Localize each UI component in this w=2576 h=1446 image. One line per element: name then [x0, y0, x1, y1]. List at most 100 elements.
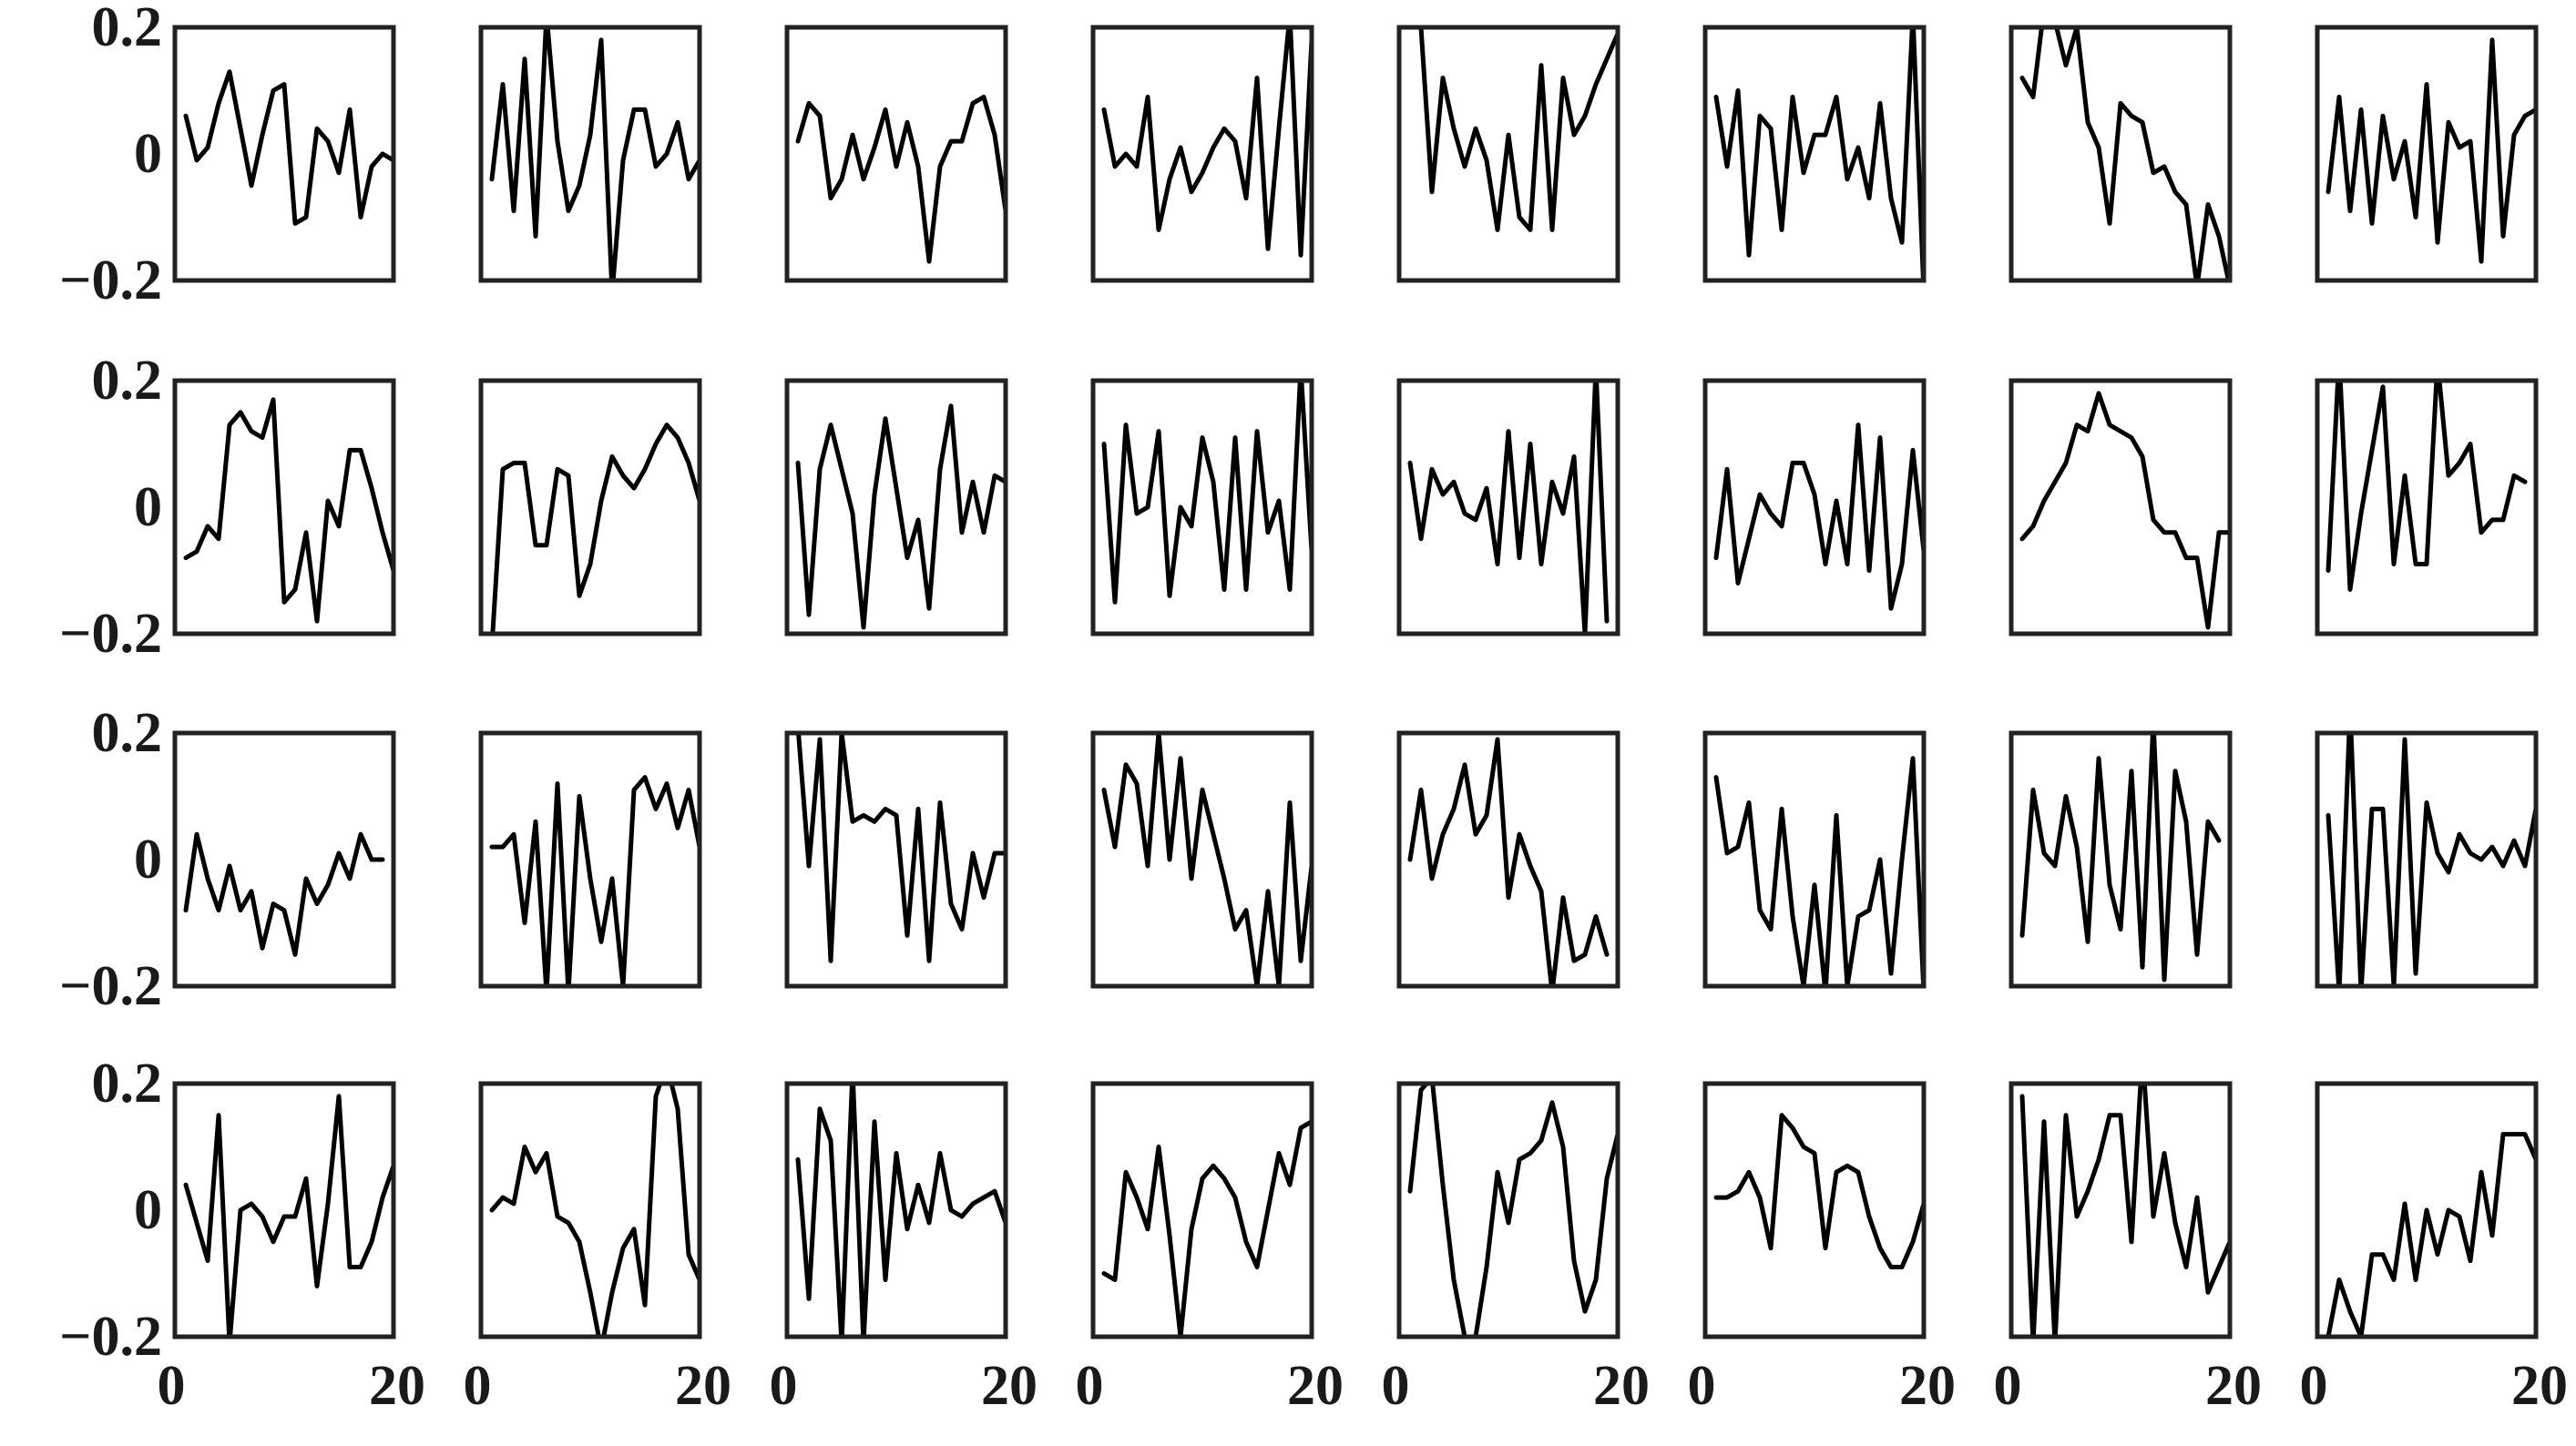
series-line — [795, 95, 1006, 264]
panel-frame — [2315, 1081, 2539, 1339]
panel-frame — [1396, 378, 1620, 636]
panel-r2-c3 — [784, 378, 1008, 636]
panel-r4-c7: 0 20 — [1994, 1081, 2262, 1417]
panel-r4-c5: 0 20 — [1382, 1081, 1650, 1417]
y-tick-label: −0.2 — [59, 249, 162, 311]
panel-r4-c4: 0 20 — [1076, 1081, 1344, 1417]
panel-frame — [1090, 25, 1314, 283]
series-line — [1417, 27, 1618, 232]
x-tick-label: 20 — [675, 1355, 731, 1417]
y-tick-label: 0 — [134, 123, 162, 185]
series-line — [489, 27, 700, 280]
y-tick-label: 0 — [134, 1179, 162, 1241]
panel-frame — [478, 730, 702, 989]
panel-frame — [1090, 1081, 1314, 1339]
series-line — [2326, 1132, 2536, 1337]
panel-r3-c6 — [1702, 730, 1927, 989]
y-tick-label: 0.2 — [92, 0, 163, 58]
panel-r3-c2 — [478, 730, 702, 989]
panel-frame — [172, 25, 396, 283]
series-line — [183, 69, 394, 226]
panel-r4-c1: 0.20−0.20 20 — [59, 1053, 425, 1417]
panel-frame — [784, 1081, 1008, 1339]
x-tick-label: 20 — [2205, 1355, 2262, 1417]
panel-frame — [2009, 25, 2233, 283]
panel-frame — [2009, 730, 2233, 989]
panel-r1-c2 — [478, 25, 702, 283]
x-tick-label: 0 — [1994, 1355, 2022, 1417]
panel-r1-c7 — [2009, 25, 2233, 283]
series-line — [183, 831, 385, 957]
y-tick-label: −0.2 — [59, 955, 162, 1017]
series-line — [1713, 756, 1924, 986]
y-tick-label: 0.2 — [92, 1053, 163, 1115]
y-tick-label: 0 — [134, 829, 162, 891]
series-line — [1407, 381, 1610, 634]
panels-layer: 0.20−0.20.20−0.20.20−0.20.20−0.20 20 0 20 0 2… — [59, 0, 2568, 1417]
panel-r4-c3: 0 20 — [770, 1081, 1038, 1417]
series-line — [490, 423, 700, 634]
panel-frame — [1396, 25, 1620, 283]
series-line — [1713, 27, 1924, 280]
x-tick-label: 0 — [2300, 1355, 2328, 1417]
series-line — [1407, 737, 1610, 986]
series-line — [489, 775, 700, 986]
panel-frame — [1702, 730, 1927, 989]
panel-frame — [1702, 378, 1927, 636]
x-tick-label: 0 — [158, 1355, 186, 1417]
panel-r4-c6: 0 20 — [1688, 1081, 1956, 1417]
panel-frame — [1396, 1081, 1620, 1339]
y-tick-label: 0.2 — [92, 702, 163, 764]
panel-r1-c6 — [1702, 25, 1927, 283]
x-tick-label: 20 — [2511, 1355, 2568, 1417]
panel-frame — [2009, 1081, 2233, 1339]
series-line — [795, 403, 1006, 630]
panel-frame — [478, 378, 702, 636]
panel-r3-c5 — [1396, 730, 1620, 989]
panel-frame — [1090, 730, 1314, 989]
panel-r4-c8: 0 20 — [2300, 1081, 2568, 1417]
series-line — [795, 1084, 1006, 1337]
panel-r2-c2 — [478, 378, 702, 636]
panel-frame — [784, 378, 1008, 636]
panel-r1-c4 — [1090, 25, 1314, 283]
panel-frame — [2315, 378, 2539, 636]
series-line — [1101, 733, 1312, 986]
panel-r2-c6 — [1702, 378, 1927, 636]
series-line — [2019, 27, 2230, 280]
panel-r3-c4 — [1090, 730, 1314, 989]
panel-frame — [1702, 25, 1927, 283]
x-tick-label: 0 — [1382, 1355, 1410, 1417]
series-line — [2326, 37, 2536, 264]
y-tick-label: −0.2 — [59, 603, 162, 665]
x-tick-label: 0 — [464, 1355, 492, 1417]
panel-r1-c5 — [1396, 25, 1620, 283]
series-line — [2019, 391, 2230, 630]
panel-frame — [2315, 730, 2539, 989]
panel-frame — [172, 378, 396, 636]
panel-r2-c8 — [2315, 378, 2539, 636]
panel-frame — [478, 1081, 702, 1339]
series-line — [1101, 1119, 1312, 1337]
series-line — [1407, 1084, 1618, 1337]
panel-r2-c1: 0.2 0 −0.2 — [59, 350, 396, 665]
series-line — [796, 733, 1006, 963]
panel-frame — [1396, 730, 1620, 989]
panel-frame — [2315, 25, 2539, 283]
y-tick-label: 0.2 — [92, 350, 163, 412]
panel-frame — [172, 1081, 396, 1339]
series-line — [2019, 1084, 2230, 1337]
panel-r4-c2: 0 20 — [464, 1081, 731, 1417]
panel-r2-c5 — [1396, 378, 1620, 636]
series-line — [1101, 27, 1312, 258]
x-tick-label: 0 — [1076, 1355, 1104, 1417]
panel-r2-c7 — [2009, 378, 2233, 636]
series-line — [1101, 381, 1312, 605]
y-tick-label: 0 — [134, 476, 162, 538]
x-tick-label: 20 — [1899, 1355, 1956, 1417]
panel-frame — [478, 25, 702, 283]
panel-r3-c1: 0.2 0 −0.2 — [59, 702, 396, 1017]
x-tick-label: 20 — [1287, 1355, 1344, 1417]
panel-frame — [784, 730, 1008, 989]
